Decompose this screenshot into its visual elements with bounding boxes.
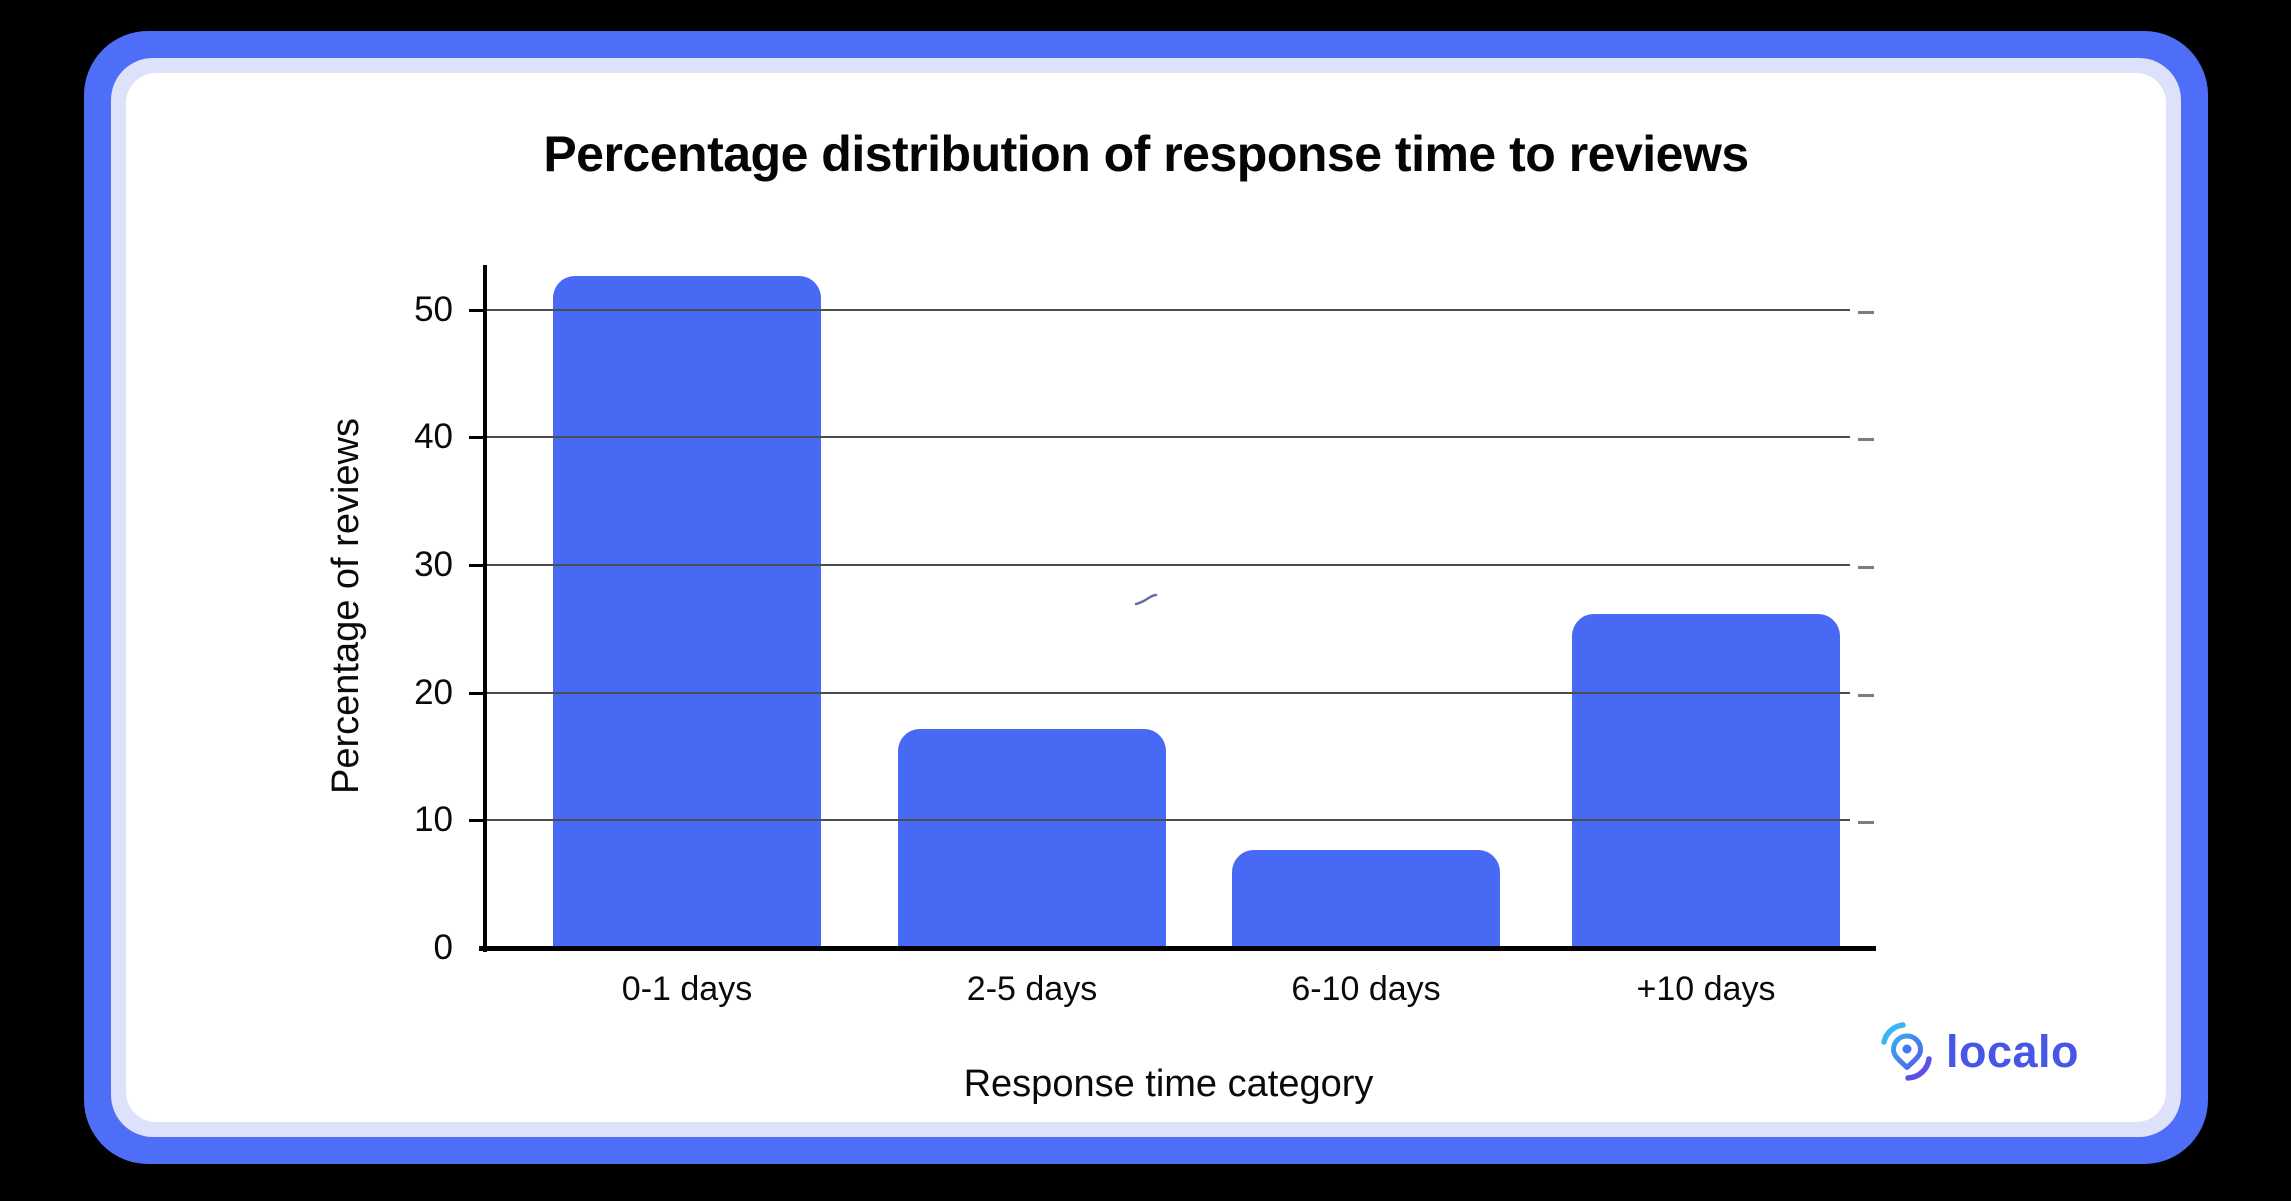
chart-title: Percentage distribution of response time…	[543, 126, 1749, 182]
gridline	[487, 564, 1850, 566]
bar	[553, 275, 821, 946]
localo-logo: localo	[1878, 1021, 2079, 1083]
category-label: 6-10 days	[1291, 970, 1441, 1008]
bar	[898, 728, 1166, 946]
gridline	[487, 436, 1850, 439]
gridline	[487, 819, 1850, 822]
right-tick	[1858, 821, 1874, 825]
y-tick-mark	[469, 819, 483, 823]
y-tick-mark	[469, 308, 483, 312]
y-tick-label: 10	[414, 800, 453, 840]
cursor-artifact	[1134, 593, 1158, 606]
y-tick-mark	[469, 564, 483, 567]
logo-text: localo	[1946, 1026, 2080, 1077]
right-tick	[1858, 438, 1874, 442]
y-tick-label: 20	[414, 672, 453, 712]
bar	[1232, 850, 1500, 946]
x-axis-title: Response time category	[963, 1063, 1374, 1105]
category-label: +10 days	[1636, 970, 1776, 1008]
y-tick-label: 40	[414, 417, 453, 457]
bar	[1572, 614, 1840, 946]
gridline	[487, 308, 1850, 311]
right-tick	[1858, 693, 1874, 697]
card-content: Percentage distribution of response time…	[126, 73, 2166, 1122]
right-tick	[1858, 310, 1874, 314]
y-tick-mark	[469, 436, 483, 440]
y-tick-mark	[469, 691, 483, 695]
y-tick-label: 30	[414, 545, 453, 584]
x-axis-line	[479, 946, 1876, 951]
plot-area: 0 10 20 30 40 50 0-1 days 2-5 days 6-10 days +10 …	[414, 265, 1876, 1008]
gridline	[487, 691, 1850, 694]
localo-pin-icon	[1881, 1022, 1932, 1081]
category-label: 2-5 days	[966, 970, 1098, 1008]
y-tick-label: 0	[433, 928, 453, 967]
card: Percentage distribution of response time…	[84, 31, 2208, 1164]
y-axis-line	[483, 265, 487, 952]
card-inner-border: Percentage distribution of response time…	[111, 58, 2181, 1137]
y-tick-label: 50	[414, 289, 453, 329]
category-label: 0-1 days	[621, 970, 753, 1008]
right-tick	[1858, 566, 1874, 569]
